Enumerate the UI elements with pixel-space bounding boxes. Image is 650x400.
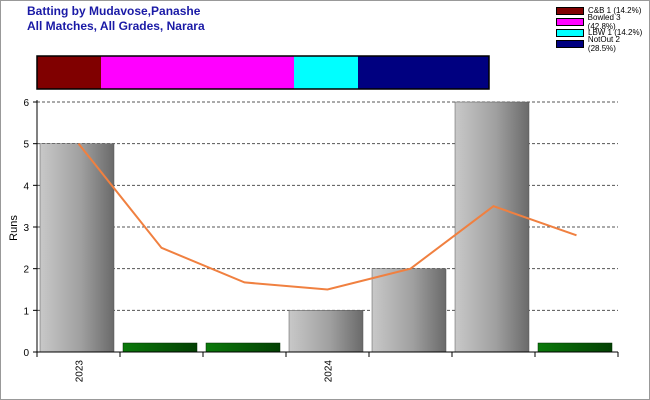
dismissal-segment xyxy=(101,56,294,89)
title-line-2: All Matches, All Grades, Narara xyxy=(27,19,205,33)
legend-swatch-lbw xyxy=(556,28,584,37)
not-out-bar xyxy=(205,342,281,353)
legend-item-cb: C&B 1 (14.2%) xyxy=(556,5,650,16)
average-line xyxy=(77,143,577,291)
dismissal-strip-border xyxy=(36,55,490,90)
legend-item-bowled: Bowled 3 (42.8%) xyxy=(556,13,650,31)
legend-swatch-notout xyxy=(556,39,584,48)
y-tick-label: 2 xyxy=(23,265,29,276)
runs-bar xyxy=(371,268,447,353)
legend-label-notout: NotOut 2 (28.5%) xyxy=(587,34,620,53)
dismissal-segment xyxy=(37,56,101,89)
y-tick-label: 6 xyxy=(23,98,29,109)
x-tick-label: 2024 xyxy=(324,360,335,383)
runs-bar xyxy=(39,143,115,353)
x-tick-label: 2023 xyxy=(75,360,86,383)
title-line-1: Batting by Mudavose,Panashe xyxy=(27,4,201,18)
legend-swatch-bowled xyxy=(556,17,584,26)
y-tick-label: 0 xyxy=(23,348,29,359)
y-tick-label: 1 xyxy=(23,306,29,317)
runs-bar xyxy=(288,310,364,353)
legend-item-notout: NotOut 2 (28.5%) xyxy=(556,35,650,53)
chart-title: Batting by Mudavose,Panashe All Matches,… xyxy=(27,4,205,34)
legend-item-lbw: LBW 1 (14.2%) xyxy=(556,27,650,38)
legend-label-bowled: Bowled 3 (42.8%) xyxy=(587,12,621,31)
dismissal-segment xyxy=(294,56,358,89)
not-out-bar xyxy=(537,342,613,353)
y-tick-label: 5 xyxy=(23,140,29,151)
legend-label-lbw: LBW 1 (14.2%) xyxy=(588,28,643,37)
dismissal-segment xyxy=(358,56,489,89)
legend-label-cb: C&B 1 (14.2%) xyxy=(588,6,642,15)
y-tick-label: 4 xyxy=(23,181,29,192)
y-tick-label: 3 xyxy=(23,223,29,234)
y-axis-label: Runs xyxy=(8,215,20,241)
legend-swatch-cb xyxy=(556,6,584,15)
not-out-bar xyxy=(122,342,198,353)
legend: C&B 1 (14.2%) Bowled 3 (42.8%) LBW 1 (14… xyxy=(556,5,650,53)
